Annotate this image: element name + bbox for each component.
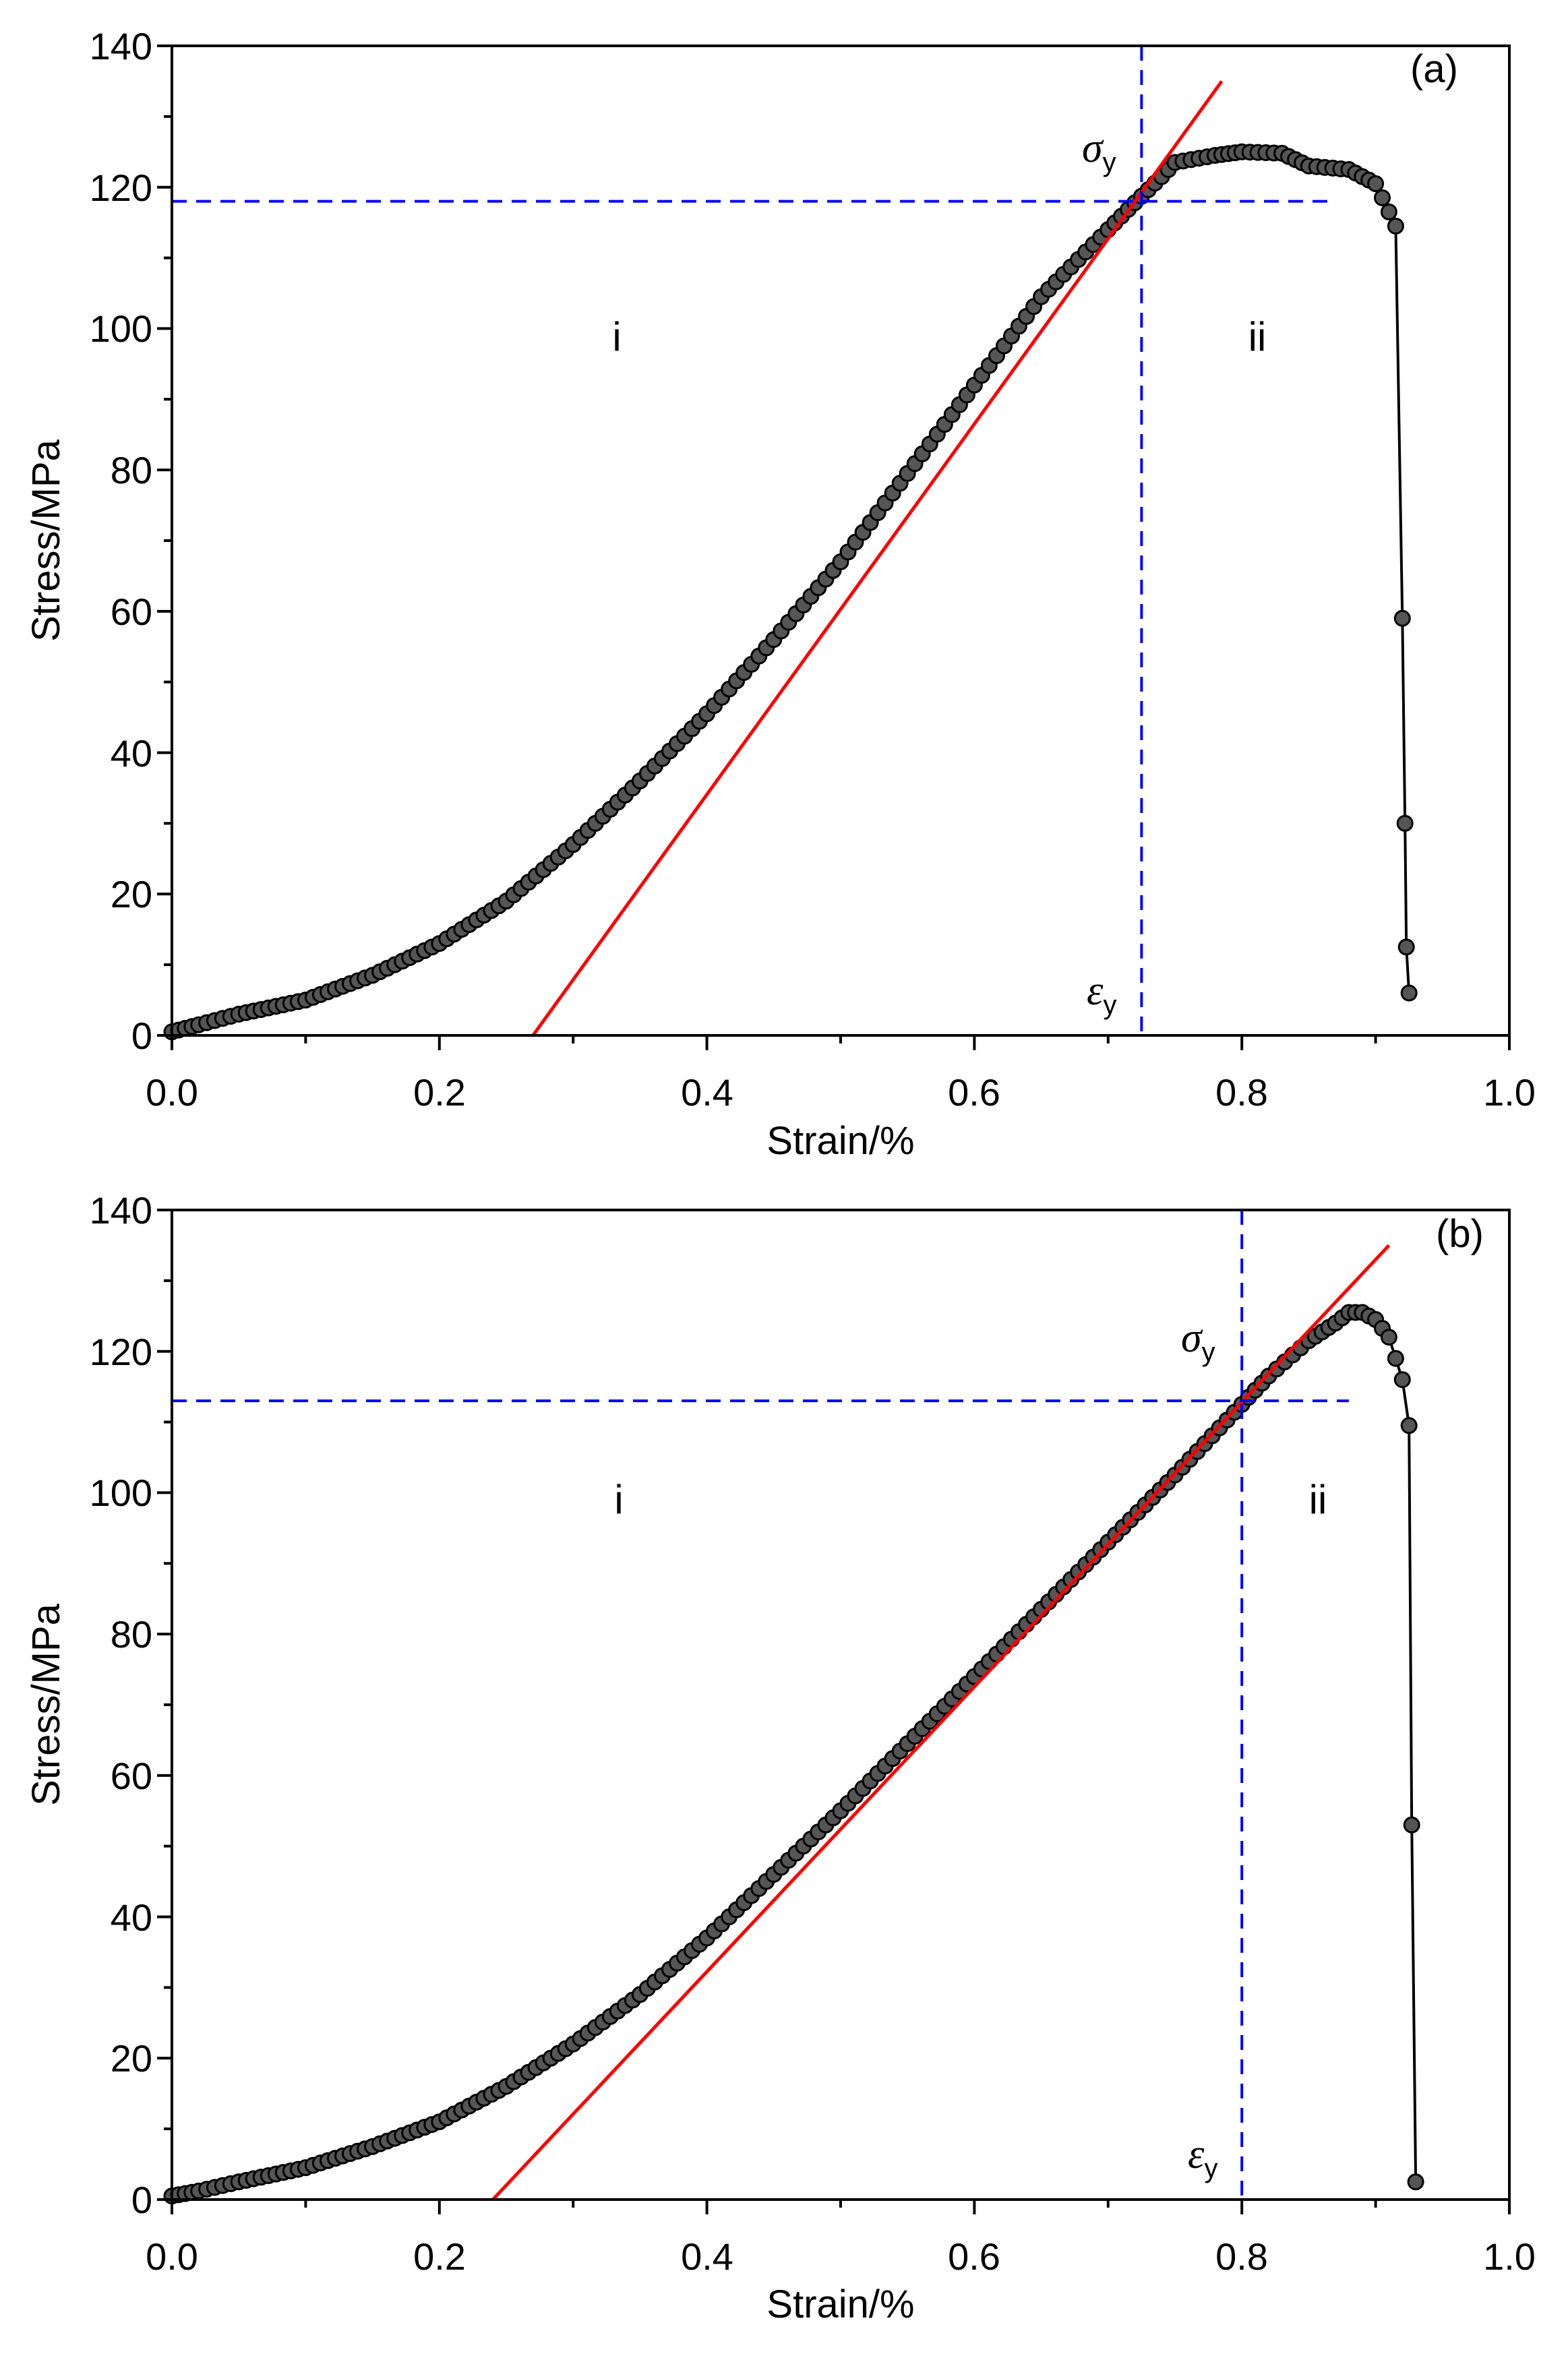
panel-a-ytick-label: 80: [111, 449, 152, 491]
panel-b-ytick-label: 100: [90, 1472, 152, 1514]
panel-b-fit-line: [491, 1244, 1391, 2201]
panel-b-xtick-label: 0.2: [413, 2235, 466, 2278]
panel-b-x-axis-title: Strain/%: [766, 2282, 914, 2326]
panel-b-axes-frame: [171, 1209, 1511, 2201]
panel-b-label: (b): [1436, 1212, 1484, 1256]
panel-a-data-point: [1367, 175, 1385, 192]
panel-b-data-point: [1407, 2173, 1424, 2191]
panel-b-xtick-label: 0.4: [681, 2235, 733, 2278]
panel-a-epsilon-label: εy: [1087, 968, 1116, 1020]
panel-a-ytick-label: 140: [90, 25, 152, 67]
panel-a-ytick-label: 120: [90, 166, 152, 209]
panel-a-ytick-label: 100: [90, 307, 152, 350]
panel-a-xtick-label: 0.4: [681, 1071, 733, 1114]
panel-a-ytick-label: 40: [111, 732, 152, 775]
panel-b-xtick-label: 1.0: [1483, 2235, 1536, 2278]
panel-a-sigma-label: σy: [1082, 125, 1116, 177]
panel-b-series: [163, 1304, 1424, 2205]
panel-b-data-point: [1400, 1417, 1418, 1434]
panel-a-xtick-label: 0.8: [1215, 1071, 1268, 1114]
panel-b-ytick-label: 120: [90, 1331, 152, 1373]
panel-a-label: (a): [1410, 47, 1458, 91]
panel-a-region-ii-label: ii: [1248, 314, 1267, 359]
panel-a-xtick-label: 1.0: [1483, 1071, 1536, 1114]
panel-b-ticks: [157, 1209, 1511, 2214]
panel-a-data-point: [1397, 938, 1415, 956]
panel-a-fit-line: [531, 80, 1224, 1037]
panel-a-guides: [172, 46, 1336, 1037]
panel-a-data-point: [1387, 217, 1404, 235]
panel-b-data-point: [1387, 1350, 1404, 1367]
panel-b-ytick-label: 0: [131, 2179, 152, 2221]
panel-a-axes-frame: [171, 44, 1511, 1037]
panel-a-data-point: [1374, 189, 1391, 206]
panel-a-data-point: [1393, 609, 1411, 627]
panel-b-epsilon-label: εy: [1188, 2131, 1217, 2183]
panel-b-xtick-label: 0.0: [146, 2235, 198, 2278]
panel-b-xtick-label: 0.8: [1215, 2235, 1268, 2278]
panel-a-ytick-label: 20: [111, 873, 152, 915]
panel-b-series-line: [171, 1311, 1418, 2198]
panel-b-ytick-label: 140: [90, 1189, 152, 1232]
panel-a-y-axis-title: Stress/MPa: [24, 439, 68, 641]
panel-a-xtick-label: 0.2: [413, 1071, 466, 1114]
panel-a-xtick-label: 0.6: [948, 1071, 1000, 1114]
panel-b-sigma-label: σy: [1181, 1315, 1215, 1367]
panel-a-ytick-label: 60: [111, 590, 152, 633]
panel-b-ytick-label: 80: [111, 1613, 152, 1656]
panel-a-series: [163, 143, 1418, 1041]
panel-b-xtick-label: 0.6: [948, 2235, 1000, 2278]
panel-a-data-point: [1396, 814, 1414, 832]
panel-b-ytick-label: 60: [111, 1755, 152, 1797]
panel-b-ytick-label: 40: [111, 1896, 152, 1939]
panel-b-data-point: [1380, 1329, 1397, 1346]
panel-b-data-point: [1403, 1816, 1420, 1834]
panel-b: 0 20 40 60 80 100 120 140 0.0 0.2 0.4 0.…: [24, 1189, 1536, 2326]
panel-a-series-line: [171, 150, 1411, 1033]
panel-a-ytick-label: 0: [131, 1015, 152, 1057]
panel-a-data-point: [1400, 984, 1418, 1002]
panel-b-data-point: [1393, 1371, 1411, 1389]
panel-a: 0 20 40 60 80 100 120 140 0.0 0.2 0.4 0.…: [24, 25, 1536, 1163]
panel-b-y-axis-title: Stress/MPa: [24, 1603, 68, 1805]
panel-a-x-axis-title: Strain/%: [766, 1119, 914, 1163]
panel-a-data-point: [1380, 203, 1397, 220]
panel-a-ticks: [157, 44, 1511, 1050]
panel-a-xtick-label: 0.0: [146, 1071, 198, 1114]
panel-b-region-ii-label: ii: [1309, 1477, 1327, 1522]
panel-b-ytick-label: 20: [111, 2037, 152, 2080]
panel-b-guides: [172, 1210, 1391, 2201]
panel-b-region-i-label: i: [614, 1477, 623, 1522]
panel-a-region-i-label: i: [612, 314, 621, 359]
